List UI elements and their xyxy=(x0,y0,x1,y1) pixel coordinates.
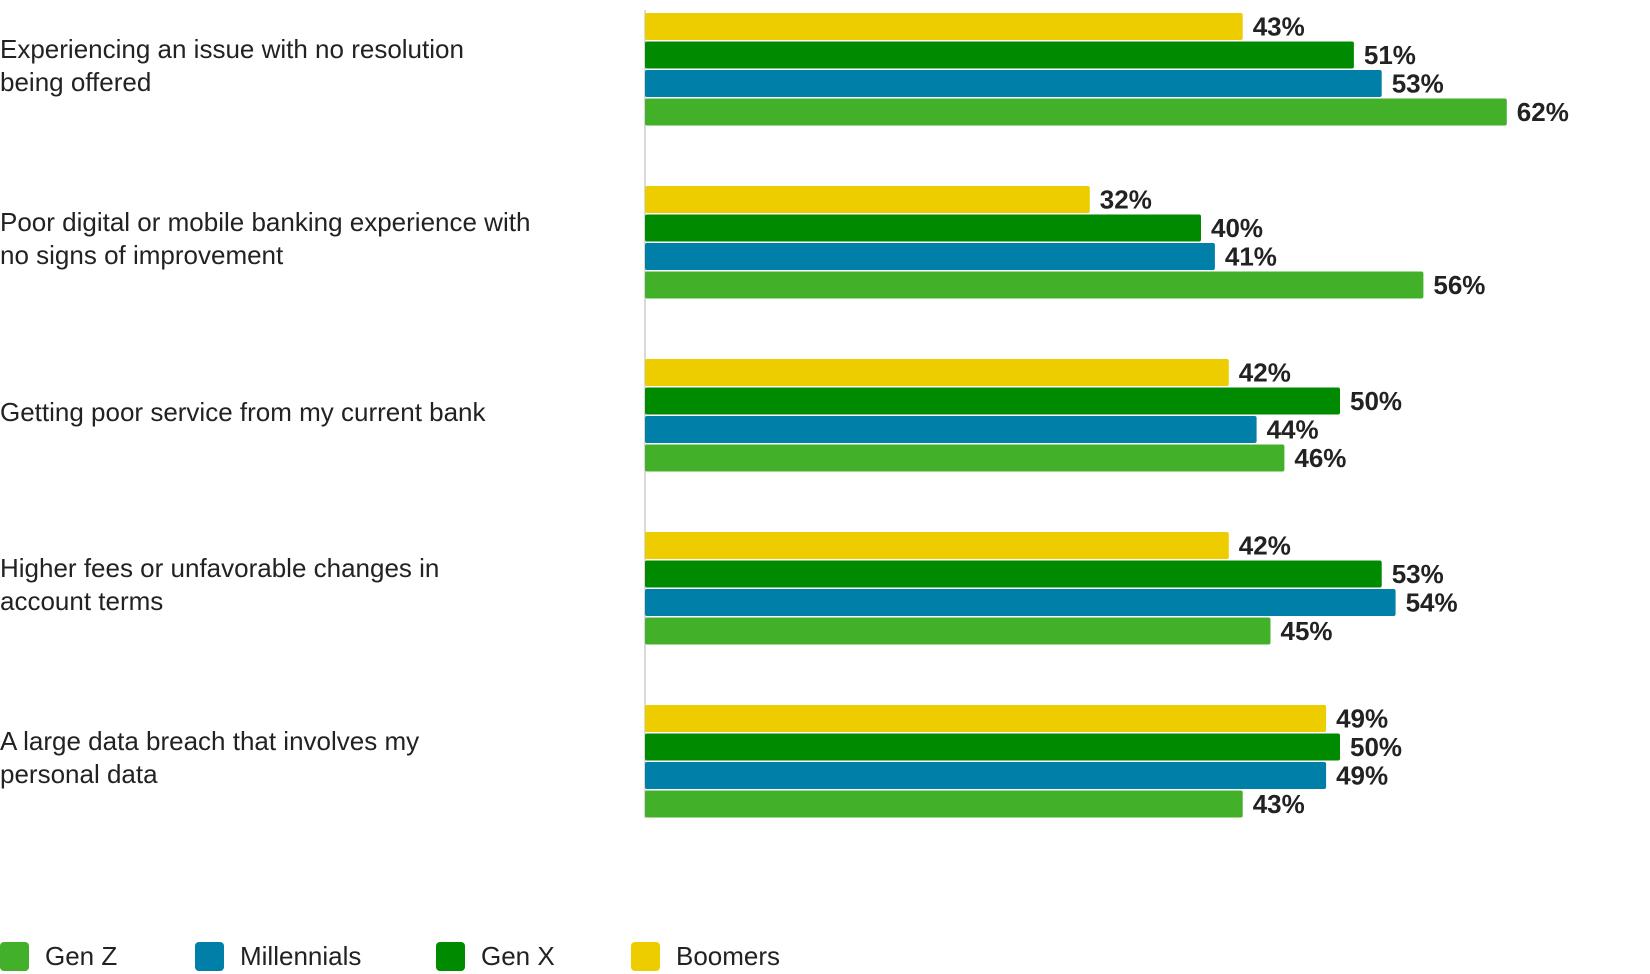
legend-label: Gen Z xyxy=(45,940,118,971)
data-label-millennials: 49% xyxy=(1336,761,1388,791)
data-label-millennials: 53% xyxy=(1392,69,1444,99)
bar-boomers xyxy=(645,705,1327,732)
category-label: Higher fees or unfavorable changes in ac… xyxy=(0,553,440,617)
category-label: A large data breach that involves my per… xyxy=(0,726,420,790)
bar-boomers xyxy=(645,186,1090,213)
data-label-gen-z: 45% xyxy=(1281,616,1333,646)
legend-item-gen-z: Gen Z xyxy=(0,940,117,972)
bar-millennials xyxy=(645,243,1215,270)
bar-gen-x xyxy=(645,387,1340,415)
legend-label: Boomers xyxy=(676,940,781,971)
legend-swatch xyxy=(436,941,465,971)
legend-item-millennials: Millennials xyxy=(195,940,361,972)
data-label-boomers: 49% xyxy=(1336,704,1388,734)
bar-gen-z xyxy=(645,790,1243,818)
data-label-gen-x: 53% xyxy=(1392,559,1444,589)
legend-label: Millennials xyxy=(240,940,362,971)
bar-gen-x xyxy=(645,214,1201,242)
bar-gen-x xyxy=(645,733,1340,761)
legend-item-boomers: Boomers xyxy=(631,940,780,972)
bar-gen-z xyxy=(645,271,1424,299)
bar-boomers xyxy=(645,13,1243,40)
data-label-gen-z: 43% xyxy=(1253,789,1305,819)
data-label-millennials: 44% xyxy=(1267,415,1319,445)
data-label-boomers: 32% xyxy=(1100,185,1152,215)
data-label-millennials: 41% xyxy=(1225,242,1277,272)
bar-gen-x xyxy=(645,41,1354,69)
bar-gen-z xyxy=(645,617,1271,645)
bar-chart-plot: 43%51%53%62%32%40%41%56%42%50%44%46%42%5… xyxy=(644,10,1569,819)
data-label-millennials: 54% xyxy=(1406,588,1458,618)
bar-millennials xyxy=(645,762,1327,789)
bar-gen-z xyxy=(645,98,1507,126)
bar-millennials xyxy=(645,70,1382,97)
legend-swatch xyxy=(195,941,224,971)
bar-gen-z xyxy=(645,444,1285,472)
data-label-boomers: 42% xyxy=(1239,358,1291,388)
data-label-gen-z: 46% xyxy=(1294,443,1346,473)
data-label-gen-x: 50% xyxy=(1350,732,1402,762)
bar-boomers xyxy=(645,532,1229,559)
data-label-gen-x: 51% xyxy=(1364,40,1416,70)
category-label: Poor digital or mobile banking experienc… xyxy=(0,207,531,271)
data-label-boomers: 43% xyxy=(1253,12,1305,42)
legend-label: Gen X xyxy=(481,940,555,971)
legend-swatch xyxy=(0,941,29,971)
bar-boomers xyxy=(645,359,1229,386)
category-label: Experiencing an issue with no resolution… xyxy=(0,34,464,98)
data-label-gen-x: 50% xyxy=(1350,386,1402,416)
bar-gen-x xyxy=(645,560,1382,588)
bar-millennials xyxy=(645,589,1396,616)
legend-item-gen-x: Gen X xyxy=(436,940,555,972)
bar-millennials xyxy=(645,416,1257,443)
data-label-gen-z: 56% xyxy=(1433,270,1485,300)
data-label-gen-z: 62% xyxy=(1517,97,1569,127)
data-label-boomers: 42% xyxy=(1239,531,1291,561)
legend-swatch xyxy=(631,941,660,971)
category-label: Getting poor service from my current ban… xyxy=(0,396,486,427)
data-label-gen-x: 40% xyxy=(1211,213,1263,243)
